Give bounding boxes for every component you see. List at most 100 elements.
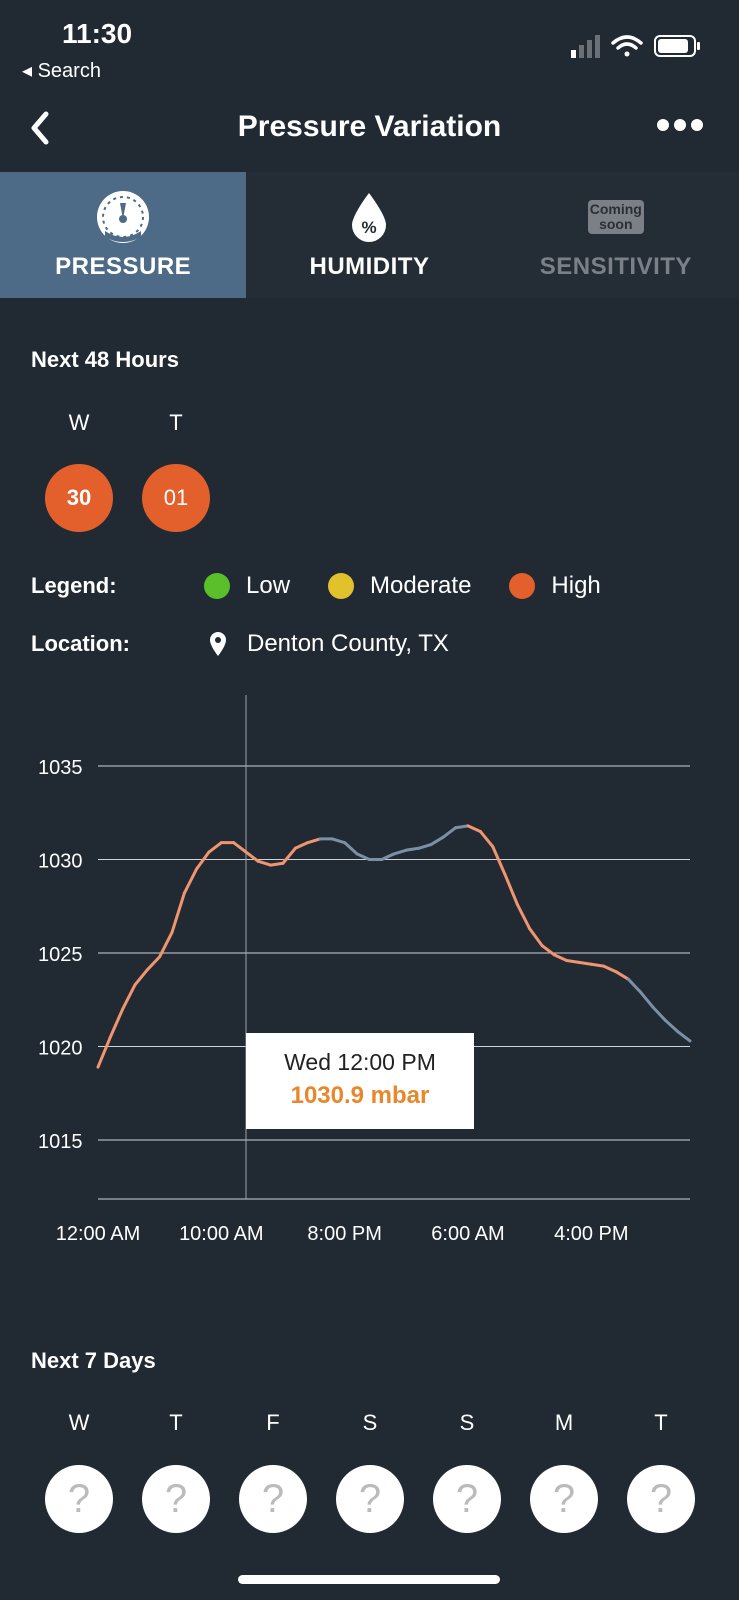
series-segment <box>478 829 495 848</box>
week-day-letter: F <box>266 1410 280 1435</box>
legend-dot-low <box>204 573 230 599</box>
y-tick-label: 1025 <box>38 944 83 966</box>
x-tick-label: 6:00 AM <box>431 1223 504 1245</box>
legend-item-high: High <box>509 572 601 600</box>
series-segment <box>281 846 297 865</box>
week-day-letter: S <box>362 1410 378 1435</box>
series-segment <box>441 826 458 839</box>
tab-sensitivity[interactable]: Coming soon SENSITIVITY <box>493 172 739 298</box>
humidity-drop-icon: % <box>352 193 387 242</box>
series-segment <box>108 1007 125 1039</box>
series-segment <box>293 841 310 850</box>
location-label: Location: <box>31 631 130 656</box>
series-segment <box>651 1005 667 1022</box>
sensitivity-icon: Coming soon <box>587 189 644 245</box>
week-day-circle[interactable]: ? <box>239 1465 307 1533</box>
series-segment <box>343 841 359 856</box>
back-button[interactable] <box>28 110 52 154</box>
day-circle-selected[interactable]: 30 <box>45 464 113 532</box>
signal-icon <box>571 35 600 58</box>
map-pin-icon <box>209 631 227 657</box>
week-day-circle[interactable]: ? <box>433 1465 501 1533</box>
series-segment <box>602 964 618 974</box>
series-segment <box>207 841 223 854</box>
y-tick-label: 1035 <box>38 757 83 779</box>
tab-pressure[interactable]: PRESSURE <box>0 172 247 298</box>
week-day-circle[interactable]: ? <box>142 1465 210 1533</box>
next-7-days-title: Next 7 Days <box>31 1348 156 1373</box>
back-to-search-link[interactable]: ◂ Search <box>22 60 101 82</box>
legend: Legend: Low Moderate High <box>31 572 639 600</box>
x-tick-label: 10:00 AM <box>179 1223 264 1245</box>
series-segment <box>577 960 593 966</box>
tab-pressure-label: PRESSURE <box>55 253 192 280</box>
series-segment <box>466 824 482 833</box>
series-segment <box>515 902 532 931</box>
legend-item-low: Low <box>204 572 290 600</box>
series-segment <box>565 958 581 964</box>
week-day-circle[interactable]: ? <box>336 1465 404 1533</box>
series-segment <box>330 837 347 845</box>
legend-label: Legend: <box>31 573 117 598</box>
series-segment <box>269 861 285 867</box>
x-tick-label: 4:00 PM <box>554 1223 628 1245</box>
week-day-circle[interactable]: ? <box>530 1465 598 1533</box>
series-segment <box>232 841 248 854</box>
week-day-circle[interactable]: ? <box>45 1465 113 1533</box>
series-segment <box>540 944 556 957</box>
series-segment <box>528 927 544 948</box>
tooltip-time: Wed 12:00 PM <box>284 1049 436 1075</box>
series-segment <box>96 1035 112 1069</box>
series-segment <box>145 955 162 972</box>
chevron-left-icon <box>31 111 49 145</box>
series-segment <box>429 835 445 847</box>
series-segment <box>663 1018 680 1034</box>
y-tick-label: 1020 <box>38 1038 83 1060</box>
gauge-icon <box>97 191 150 243</box>
battery-icon <box>654 35 700 57</box>
pressure-chart[interactable]: 1015 1020 1025 1030 1035 12:00 AM 10:00 AM 8:00… <box>0 690 739 1250</box>
location-value: Denton County, TX <box>247 630 449 657</box>
tab-bar: PRESSURE % HUMIDITY Coming soon SENSITIV… <box>0 172 739 298</box>
more-options-button[interactable] <box>652 118 703 136</box>
svg-text:%: % <box>362 218 377 237</box>
page-title: Pressure Variation <box>237 110 502 143</box>
home-indicator <box>238 1575 500 1584</box>
series-segment <box>491 844 507 876</box>
more-dots-icon <box>652 118 703 135</box>
next-48-hours-title: Next 48 Hours <box>31 347 179 372</box>
day-letter: T <box>169 410 183 435</box>
tab-humidity-label: HUMIDITY <box>309 253 430 280</box>
x-tick-label: 12:00 AM <box>56 1223 141 1245</box>
series-segment <box>306 837 322 845</box>
series-segment <box>133 968 149 987</box>
series-segment <box>626 977 643 994</box>
series-segment <box>170 891 186 934</box>
week-day-letter: W <box>68 1410 90 1435</box>
tab-humidity[interactable]: % HUMIDITY <box>246 172 492 298</box>
series-segment <box>676 1030 692 1043</box>
legend-dot-moderate <box>328 573 355 599</box>
tooltip-value: 1030.9 mbar <box>290 1082 430 1109</box>
series-segment <box>417 843 433 850</box>
series-segment <box>182 867 199 895</box>
series-segment <box>158 930 174 959</box>
series-segment <box>589 962 606 968</box>
y-tick-label: 1030 <box>38 851 83 873</box>
week-day-letter: T <box>169 1410 183 1435</box>
day-circle[interactable]: 01 <box>142 464 210 532</box>
series-segment <box>614 970 630 981</box>
series-segment <box>256 859 273 867</box>
location-row: Location: Denton County, TX <box>31 630 449 658</box>
x-tick-label: 8:00 PM <box>307 1223 381 1245</box>
week-day-letter: T <box>654 1410 668 1435</box>
series-segment <box>195 850 211 871</box>
legend-item-moderate: Moderate <box>328 572 471 600</box>
series-segment <box>503 872 519 906</box>
coming-soon-badge: Coming soon <box>587 200 644 234</box>
week-day-circle[interactable]: ? <box>627 1465 695 1533</box>
legend-dot-high <box>509 573 536 599</box>
week-day-letter: S <box>459 1410 475 1435</box>
series-segment <box>404 846 421 852</box>
wifi-icon <box>611 35 643 57</box>
